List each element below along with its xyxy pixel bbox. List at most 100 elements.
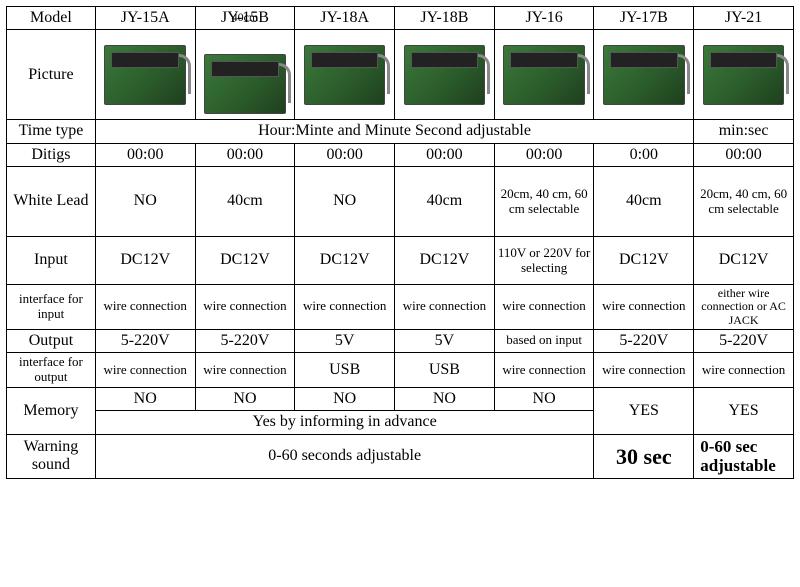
digits-2: 00:00: [295, 143, 395, 166]
output-6: 5-220V: [694, 329, 794, 352]
row-picture: Picture 40cm: [7, 30, 794, 120]
white-lead-label: White Lead: [7, 167, 96, 237]
row-white-lead: White Lead NO 40cm NO 40cm 20cm, 40 cm, …: [7, 167, 794, 237]
output-2: 5V: [295, 329, 395, 352]
iface-out-5: wire connection: [594, 353, 694, 388]
picture-4: [494, 30, 594, 120]
wire-icon: [566, 54, 590, 94]
wire-icon: [466, 54, 490, 94]
model-2: JY-18A: [295, 7, 395, 30]
white-lead-2: NO: [295, 167, 395, 237]
white-lead-1: 40cm: [195, 167, 295, 237]
digits-0: 00:00: [95, 143, 195, 166]
iface-in-4: wire connection: [494, 285, 594, 330]
memory-top-2: NO: [295, 388, 395, 411]
iface-out-1: wire connection: [195, 353, 295, 388]
iface-in-1: wire connection: [195, 285, 295, 330]
picture-1: 40cm: [195, 30, 295, 120]
digits-1: 00:00: [195, 143, 295, 166]
digits-4: 00:00: [494, 143, 594, 166]
pcb-icon: [404, 45, 486, 105]
picture-5: [594, 30, 694, 120]
white-lead-5: 40cm: [594, 167, 694, 237]
iface-in-5: wire connection: [594, 285, 694, 330]
white-lead-4: 20cm, 40 cm, 60 cm selectable: [494, 167, 594, 237]
wire-icon: [765, 54, 789, 94]
picture-3: [395, 30, 495, 120]
pcb-icon: [304, 45, 386, 105]
model-4: JY-16: [494, 7, 594, 30]
picture-0: [95, 30, 195, 120]
row-digits: Ditigs 00:00 00:00 00:00 00:00 00:00 0:0…: [7, 143, 794, 166]
row-time-type: Time type Hour:Minte and Minute Second a…: [7, 120, 794, 143]
pcb-icon: [603, 45, 685, 105]
picture-2: [295, 30, 395, 120]
picture-label: Picture: [7, 30, 96, 120]
iface-in-label: interface for input: [7, 285, 96, 330]
memory-top-4: NO: [494, 388, 594, 411]
output-5: 5-220V: [594, 329, 694, 352]
memory-top-3: NO: [395, 388, 495, 411]
warning-span5: 0-60 seconds adjustable: [95, 434, 594, 478]
output-4: based on input: [494, 329, 594, 352]
input-4: 110V or 220V for selecting: [494, 237, 594, 285]
picture-6: [694, 30, 794, 120]
row-output: Output 5-220V 5-220V 5V 5V based on inpu…: [7, 329, 794, 352]
time-type-label: Time type: [7, 120, 96, 143]
wire-icon: [666, 54, 690, 94]
row-warning: Warning sound 0-60 seconds adjustable 30…: [7, 434, 794, 478]
output-3: 5V: [395, 329, 495, 352]
pcb-icon: [104, 45, 186, 105]
output-label: Output: [7, 329, 96, 352]
time-type-span: Hour:Minte and Minute Second adjustable: [95, 120, 693, 143]
iface-out-4: wire connection: [494, 353, 594, 388]
iface-out-label: interface for output: [7, 353, 96, 388]
digits-5: 0:00: [594, 143, 694, 166]
output-0: 5-220V: [95, 329, 195, 352]
input-6: DC12V: [694, 237, 794, 285]
iface-in-2: wire connection: [295, 285, 395, 330]
header-model-label: Model: [7, 7, 96, 30]
input-0: DC12V: [95, 237, 195, 285]
row-iface-out: interface for output wire connection wir…: [7, 353, 794, 388]
picture-caption-1: 40cm: [232, 10, 259, 24]
digits-6: 00:00: [694, 143, 794, 166]
model-0: JY-15A: [95, 7, 195, 30]
memory-col6: YES: [594, 388, 694, 435]
memory-top-1: NO: [195, 388, 295, 411]
warning-col7: 0-60 sec adjustable: [694, 434, 794, 478]
memory-bottom: Yes by informing in advance: [95, 411, 594, 434]
row-iface-in: interface for input wire connection wire…: [7, 285, 794, 330]
iface-out-3: USB: [395, 353, 495, 388]
digits-3: 00:00: [395, 143, 495, 166]
white-lead-6: 20cm, 40 cm, 60 cm selectable: [694, 167, 794, 237]
memory-label: Memory: [7, 388, 96, 435]
input-5: DC12V: [594, 237, 694, 285]
iface-in-3: wire connection: [395, 285, 495, 330]
pcb-icon: [204, 54, 286, 114]
memory-col7: YES: [694, 388, 794, 435]
wire-icon: [267, 63, 291, 103]
output-1: 5-220V: [195, 329, 295, 352]
pcb-icon: [703, 45, 785, 105]
input-3: DC12V: [395, 237, 495, 285]
model-3: JY-18B: [395, 7, 495, 30]
row-model: Model JY-15A JY-15B JY-18A JY-18B JY-16 …: [7, 7, 794, 30]
iface-out-2: USB: [295, 353, 395, 388]
input-2: DC12V: [295, 237, 395, 285]
wire-icon: [167, 54, 191, 94]
warning-col6: 30 sec: [594, 434, 694, 478]
model-6: JY-21: [694, 7, 794, 30]
time-type-col7: min:sec: [694, 120, 794, 143]
row-memory-top: Memory NO NO NO NO NO YES YES: [7, 388, 794, 411]
iface-in-6: either wire connection or AC JACK: [694, 285, 794, 330]
white-lead-3: 40cm: [395, 167, 495, 237]
input-label: Input: [7, 237, 96, 285]
warning-label: Warning sound: [7, 434, 96, 478]
row-input: Input DC12V DC12V DC12V DC12V 110V or 22…: [7, 237, 794, 285]
spec-table: Model JY-15A JY-15B JY-18A JY-18B JY-16 …: [6, 6, 794, 479]
iface-out-6: wire connection: [694, 353, 794, 388]
input-1: DC12V: [195, 237, 295, 285]
model-5: JY-17B: [594, 7, 694, 30]
pcb-icon: [503, 45, 585, 105]
